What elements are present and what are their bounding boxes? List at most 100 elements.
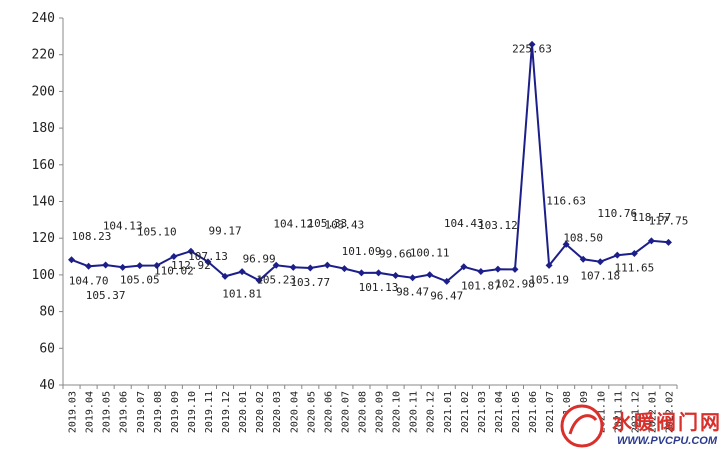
- data-point: [613, 251, 621, 259]
- data-point: [664, 238, 672, 246]
- y-tick-label: 60: [39, 341, 55, 356]
- data-label: 107.18: [580, 270, 620, 283]
- data-label: 99.66: [379, 248, 412, 261]
- data-point: [596, 258, 604, 266]
- x-tick-label: 2020.06: [323, 391, 334, 433]
- data-point: [647, 237, 655, 245]
- x-tick-label: 2021.04: [494, 391, 505, 433]
- x-tick-label: 2019.04: [85, 391, 96, 433]
- data-point: [187, 247, 195, 255]
- series-line: [71, 44, 669, 283]
- x-tick-label: 2021.06: [528, 391, 539, 433]
- y-tick-label: 40: [39, 378, 55, 393]
- y-tick-label: 120: [32, 231, 55, 246]
- x-tick-label: 2019.07: [136, 391, 147, 433]
- x-tick-label: 2021.11: [613, 391, 624, 433]
- data-point: [323, 261, 331, 269]
- data-point: [170, 253, 178, 261]
- data-point: [579, 255, 587, 263]
- x-tick-label: 2020.02: [255, 391, 266, 433]
- data-point: [68, 256, 76, 264]
- data-point: [392, 272, 400, 280]
- x-tick-label: 2020.05: [306, 391, 317, 433]
- x-tick-label: 2021.12: [630, 391, 641, 433]
- data-point: [511, 265, 519, 273]
- x-tick-label: 2019.06: [119, 391, 130, 433]
- data-label: 99.17: [208, 224, 241, 237]
- x-tick-label: 2020.11: [409, 391, 420, 433]
- y-tick-label: 80: [39, 305, 55, 320]
- x-tick-label: 2021.05: [511, 391, 522, 433]
- data-point: [136, 262, 144, 270]
- y-tick-label: 200: [32, 84, 55, 99]
- watermark: 水暖阀门网 WWW.PVCPU.COM: [560, 404, 722, 448]
- x-tick-label: 2022.02: [664, 391, 675, 433]
- data-point: [340, 265, 348, 273]
- data-label: 110.76: [597, 207, 637, 220]
- y-tick-label: 160: [32, 158, 55, 173]
- data-label: 104.70: [69, 274, 109, 287]
- data-label: 108.50: [563, 231, 603, 244]
- x-tick-label: 2021.07: [545, 391, 556, 433]
- data-point: [562, 240, 570, 248]
- x-tick-label: 2020.08: [357, 391, 368, 433]
- x-tick-label: 2020.04: [289, 391, 300, 433]
- data-label: 108.23: [72, 230, 112, 243]
- data-label: 104.12: [273, 217, 313, 230]
- data-label: 105.19: [529, 273, 569, 286]
- data-label: 103.77: [290, 276, 330, 289]
- data-label: 104.13: [103, 219, 143, 232]
- data-label: 105.23: [256, 273, 296, 286]
- data-label: 101.87: [461, 279, 501, 292]
- data-labels-group: 108.23 104.70 105.37 104.13 105.05 105.10 110.…: [69, 42, 689, 302]
- data-point: [255, 276, 263, 284]
- watermark-logo-icon: [560, 404, 604, 448]
- data-point: [409, 274, 417, 282]
- data-point: [102, 261, 110, 269]
- data-label: 116.63: [546, 194, 586, 207]
- x-tick-label: 2020.01: [238, 391, 249, 433]
- data-point: [630, 250, 638, 258]
- data-label: 105.33: [307, 217, 347, 230]
- data-label: 105.10: [137, 226, 177, 239]
- x-tick-label: 2019.05: [102, 391, 113, 433]
- x-tick-label: 2022.01: [647, 391, 658, 433]
- data-point: [119, 263, 127, 271]
- data-point: [153, 262, 161, 270]
- data-point: [221, 272, 229, 280]
- x-tick-label: 2020.09: [375, 391, 386, 433]
- data-label: 101.13: [359, 281, 399, 294]
- data-point: [375, 269, 383, 277]
- data-point: [289, 263, 297, 271]
- data-label: 102.98: [495, 277, 535, 290]
- y-tick-label: 180: [32, 121, 55, 136]
- data-point: [204, 258, 212, 266]
- data-label: 100.11: [410, 247, 450, 260]
- x-tick-label: 2020.07: [340, 391, 351, 433]
- x-tick-label: 2021.02: [460, 391, 471, 433]
- data-point: [443, 277, 451, 285]
- data-point: [238, 268, 246, 276]
- data-label: 104.43: [444, 217, 484, 230]
- y-tick-label: 240: [32, 11, 55, 26]
- x-tick-label: 2019.10: [187, 391, 198, 433]
- data-label: 103.43: [325, 219, 365, 232]
- x-tick-label: 2021.10: [596, 391, 607, 433]
- data-label: 105.05: [120, 274, 160, 287]
- data-point: [426, 271, 434, 279]
- series-line-group: [68, 40, 672, 285]
- x-tick-label: 2019.08: [153, 391, 164, 433]
- data-label: 101.09: [342, 245, 382, 258]
- x-tick-label: 2019.09: [170, 391, 181, 433]
- data-label: 107.13: [188, 250, 228, 263]
- watermark-title: 水暖阀门网: [612, 410, 722, 434]
- data-point: [357, 269, 365, 277]
- x-tick-label: 2021.03: [477, 391, 488, 433]
- data-label: 110.02: [154, 265, 194, 278]
- data-label: 98.47: [396, 286, 429, 299]
- y-tick-label: 220: [32, 48, 55, 63]
- data-label: 118.57: [632, 211, 672, 224]
- data-label: 101.81: [222, 288, 262, 301]
